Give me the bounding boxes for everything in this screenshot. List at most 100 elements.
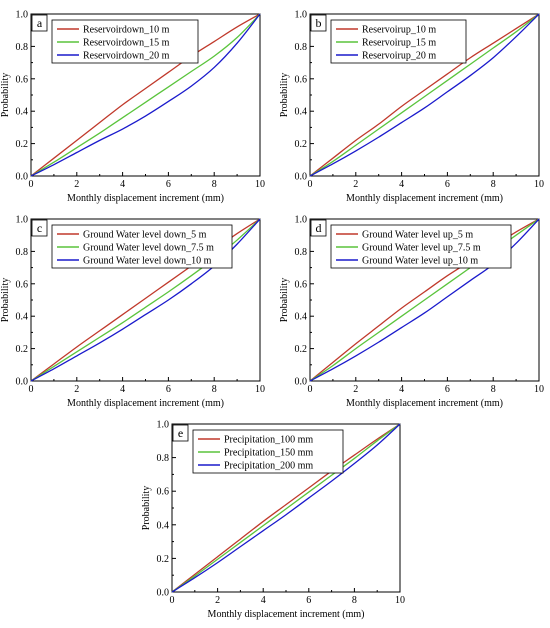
y-tick-label: 0.4 bbox=[157, 520, 170, 531]
y-axis-label: Probability bbox=[279, 73, 290, 117]
series-line-2 bbox=[30, 13, 261, 177]
series-line-2 bbox=[171, 423, 401, 593]
y-tick-label: 0.8 bbox=[16, 247, 29, 258]
y-tick-label: 0.0 bbox=[157, 588, 170, 599]
y-tick-label: 1.0 bbox=[295, 10, 308, 21]
series-line-3 bbox=[30, 13, 261, 177]
series-line-2 bbox=[309, 13, 540, 177]
y-tick-label: 0.6 bbox=[157, 487, 170, 498]
x-axis-label: Monthly displacement increment (mm) bbox=[67, 398, 224, 409]
legend-label-1: Reservoirdown_10 m bbox=[83, 25, 170, 36]
y-tick-label: 0.2 bbox=[16, 344, 29, 355]
panel-letter-box bbox=[31, 219, 48, 237]
x-tick-label: 2 bbox=[215, 595, 220, 606]
series-line-1 bbox=[309, 13, 540, 177]
y-tick-label: 0.0 bbox=[295, 172, 308, 183]
legend-label-2: Ground Water level up_7.5 m bbox=[362, 243, 481, 254]
y-tick-label: 0.6 bbox=[295, 74, 308, 85]
y-tick-label: 0.6 bbox=[16, 279, 29, 290]
legend-label-3: Ground Water level down_10 m bbox=[83, 256, 212, 267]
panel-a: 0 2 4 6 8 10 0.0 0.2 0.4 0.6 0.8 1.0 Monthly displac… bbox=[0, 10, 265, 205]
x-tick-label: 10 bbox=[534, 179, 544, 190]
y-tick-label: 0.2 bbox=[157, 554, 170, 565]
legend-box bbox=[330, 224, 512, 269]
y-tick-label: 0.0 bbox=[16, 377, 29, 388]
x-tick-label: 2 bbox=[353, 384, 358, 395]
x-tick-label: 4 bbox=[399, 384, 404, 395]
x-tick-label: 6 bbox=[166, 384, 171, 395]
series-line-1 bbox=[30, 13, 261, 177]
y-tick-label: 0.8 bbox=[295, 247, 308, 258]
y-tick-label: 0.6 bbox=[16, 74, 29, 85]
series-line-3 bbox=[171, 423, 401, 593]
y-tick-label: 0.6 bbox=[295, 279, 308, 290]
x-tick-label: 4 bbox=[399, 179, 404, 190]
x-axis-label: Monthly displacement increment (mm) bbox=[67, 193, 224, 204]
legend-label-3: Reservoirup_20 m bbox=[362, 51, 436, 62]
y-axis-label: Probability bbox=[0, 278, 11, 322]
x-tick-label: 2 bbox=[74, 179, 79, 190]
legend-label-1: Reservoirup_10 m bbox=[362, 25, 436, 36]
series-line-3 bbox=[309, 13, 540, 177]
y-tick-label: 1.0 bbox=[295, 215, 308, 226]
x-tick-label: 0 bbox=[29, 179, 34, 190]
y-tick-label: 0.0 bbox=[16, 172, 29, 183]
panel-d: 0 2 4 6 8 10 0.0 0.2 0.4 0.6 0.8 1.0 Monthly displac… bbox=[279, 215, 544, 410]
y-tick-label: 0.4 bbox=[16, 107, 29, 118]
y-tick-label: 0.8 bbox=[16, 42, 29, 53]
x-tick-label: 2 bbox=[353, 179, 358, 190]
x-tick-label: 4 bbox=[120, 384, 125, 395]
x-tick-label: 10 bbox=[395, 595, 405, 606]
panel-c: 0 2 4 6 8 10 0.0 0.2 0.4 0.6 0.8 1.0 Monthly displac… bbox=[0, 215, 265, 410]
legend-label-2: Reservoirup_15 m bbox=[362, 38, 436, 49]
x-tick-label: 0 bbox=[308, 179, 313, 190]
panel-letter-box bbox=[172, 424, 189, 442]
x-tick-label: 0 bbox=[29, 384, 34, 395]
panel-e: 0 2 4 6 8 10 0.0 0.2 0.4 0.6 0.8 1.0 Monthly displac… bbox=[141, 420, 405, 621]
y-axis-label: Probability bbox=[0, 73, 11, 117]
y-tick-label: 0.8 bbox=[157, 453, 170, 464]
legend-label-3: Precipitation_200 mm bbox=[224, 461, 313, 472]
y-tick-label: 0.4 bbox=[295, 312, 308, 323]
x-tick-label: 6 bbox=[166, 179, 171, 190]
x-tick-label: 8 bbox=[491, 384, 496, 395]
y-tick-label: 1.0 bbox=[157, 420, 170, 431]
x-tick-label: 0 bbox=[170, 595, 175, 606]
x-tick-label: 4 bbox=[120, 179, 125, 190]
y-tick-label: 0.0 bbox=[295, 377, 308, 388]
panel-b: 0 2 4 6 8 10 0.0 0.2 0.4 0.6 0.8 1.0 Monthly displac… bbox=[279, 10, 544, 205]
legend-label-1: Precipitation_100 mm bbox=[224, 435, 313, 446]
y-tick-label: 0.2 bbox=[16, 139, 29, 150]
panel-letter-box bbox=[31, 14, 48, 32]
x-axis-label: Monthly displacement increment (mm) bbox=[346, 193, 503, 204]
legend-label-1: Ground Water level down_5 m bbox=[83, 230, 207, 241]
x-tick-label: 6 bbox=[306, 595, 311, 606]
x-tick-label: 8 bbox=[352, 595, 357, 606]
x-tick-label: 4 bbox=[261, 595, 266, 606]
y-axis-label: Probability bbox=[141, 486, 152, 530]
legend-box bbox=[51, 224, 233, 269]
panel-letter: d bbox=[316, 221, 322, 235]
y-tick-label: 0.2 bbox=[295, 139, 308, 150]
y-tick-label: 0.8 bbox=[295, 42, 308, 53]
y-tick-label: 1.0 bbox=[16, 10, 29, 21]
series-line-1 bbox=[171, 423, 401, 593]
x-axis-label: Monthly displacement increment (mm) bbox=[208, 609, 365, 620]
legend-label-2: Precipitation_150 mm bbox=[224, 448, 313, 459]
x-tick-label: 8 bbox=[212, 179, 217, 190]
x-tick-label: 6 bbox=[445, 179, 450, 190]
panel-letter: b bbox=[316, 16, 322, 30]
x-tick-label: 10 bbox=[534, 384, 544, 395]
legend-label-3: Ground Water level up_10 m bbox=[362, 256, 478, 267]
x-tick-label: 8 bbox=[212, 384, 217, 395]
y-tick-label: 0.2 bbox=[295, 344, 308, 355]
x-axis-label: Monthly displacement increment (mm) bbox=[346, 398, 503, 409]
y-tick-label: 0.4 bbox=[16, 312, 29, 323]
x-tick-label: 10 bbox=[255, 179, 265, 190]
x-tick-label: 2 bbox=[74, 384, 79, 395]
panel-letter: c bbox=[37, 221, 42, 235]
x-tick-label: 6 bbox=[445, 384, 450, 395]
x-tick-label: 10 bbox=[255, 384, 265, 395]
legend-label-3: Reservoirdown_20 m bbox=[83, 51, 170, 62]
